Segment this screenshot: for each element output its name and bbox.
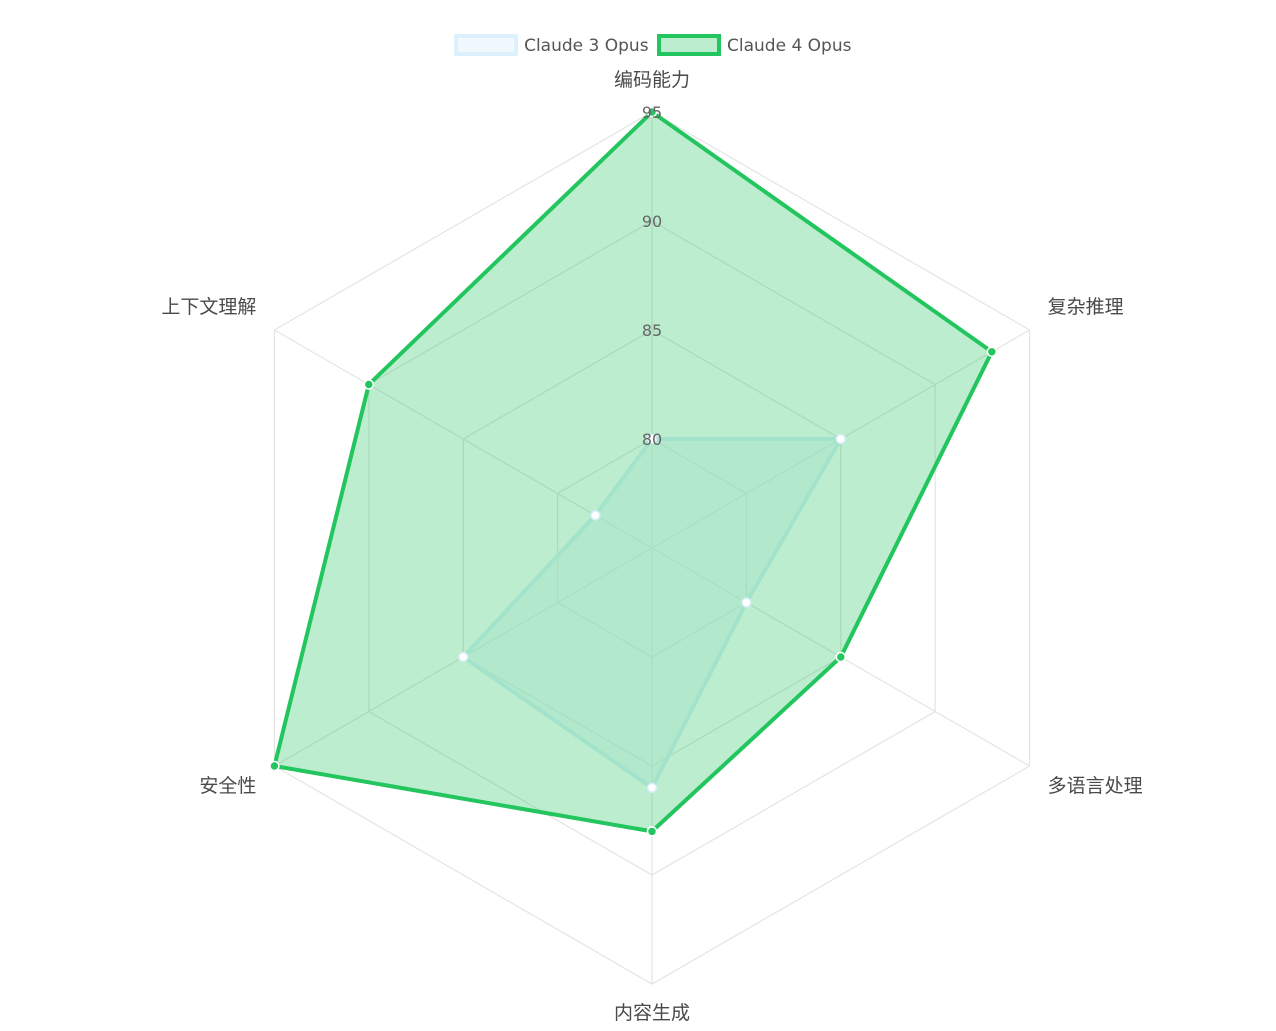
series-1-point-4[interactable] bbox=[646, 782, 658, 794]
legend-item-2[interactable]: Claude 4 Opus bbox=[657, 34, 852, 56]
tick-label-80: 80 bbox=[642, 430, 662, 449]
series-1-point-1[interactable] bbox=[646, 433, 658, 445]
axis-label-3: 多语言处理 bbox=[1048, 775, 1143, 797]
legend: Claude 3 Opus Claude 4 Opus bbox=[454, 34, 852, 56]
series-2-point-4[interactable] bbox=[646, 826, 658, 837]
series-2-point-2[interactable] bbox=[986, 346, 998, 358]
tick-label-90: 90 bbox=[642, 212, 662, 231]
series-2-point-1[interactable] bbox=[646, 106, 658, 118]
tick-label-85: 85 bbox=[642, 321, 662, 340]
tick-label-95: 95 bbox=[642, 103, 662, 122]
series-1-point-3[interactable] bbox=[741, 597, 752, 608]
axis-label-2: 复杂推理 bbox=[1048, 296, 1124, 318]
legend-item-1[interactable]: Claude 3 Opus bbox=[454, 34, 649, 56]
axis-label-4: 内容生成 bbox=[614, 1002, 690, 1024]
series-layer bbox=[269, 106, 998, 837]
grid-spoke-6 bbox=[274, 329, 653, 549]
legend-swatch-1 bbox=[454, 34, 519, 56]
series-2-point-5[interactable] bbox=[269, 760, 280, 772]
series-1-point-2[interactable] bbox=[835, 433, 847, 445]
tick-layer: 80 85 90 95 bbox=[642, 103, 662, 449]
series-1-point-6[interactable] bbox=[590, 509, 601, 521]
series-area-2 bbox=[271, 109, 995, 834]
axis-label-6: 上下文理解 bbox=[161, 296, 256, 318]
legend-swatch-2 bbox=[657, 34, 721, 56]
axis-label-1: 编码能力 bbox=[614, 69, 690, 91]
series-2-point-3[interactable] bbox=[835, 651, 847, 663]
legend-label-2: Claude 4 Opus bbox=[727, 36, 852, 56]
axis-label-5: 安全性 bbox=[199, 775, 256, 797]
series-2-point-6[interactable] bbox=[363, 379, 375, 390]
legend-label-1: Claude 3 Opus bbox=[524, 36, 649, 56]
series-1-point-5[interactable] bbox=[457, 651, 469, 663]
